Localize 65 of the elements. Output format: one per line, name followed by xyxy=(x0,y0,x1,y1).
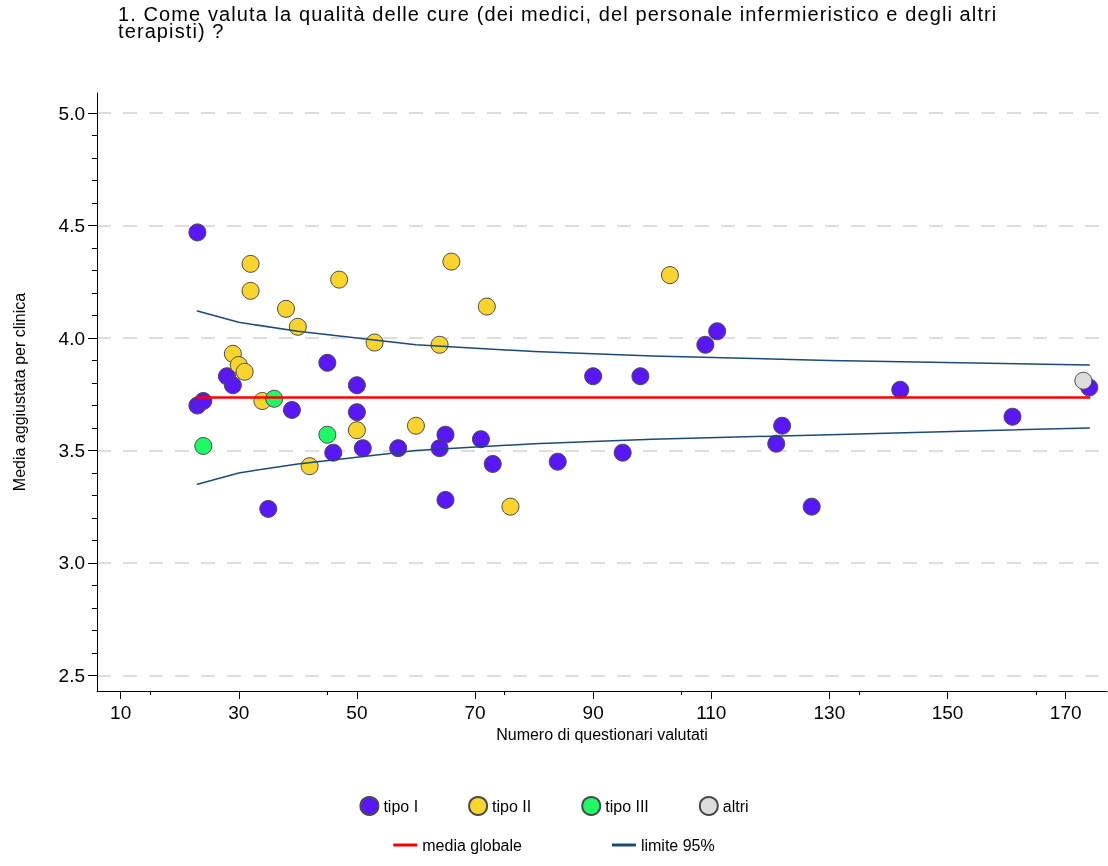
legend-label: tipo I xyxy=(383,797,419,815)
point xyxy=(277,299,296,318)
point xyxy=(324,443,343,462)
legend-label: altri xyxy=(722,797,749,815)
point xyxy=(436,490,455,509)
point xyxy=(288,317,307,336)
chart-title: 1. Come valuta la qualità delle cure (dei medici, del personale infermieristico e degli altri terapisti) ? xyxy=(118,3,999,42)
legend-label: tipo III xyxy=(605,797,649,815)
point xyxy=(584,367,603,386)
y-tick-label: 5.0 xyxy=(58,102,85,124)
point xyxy=(259,499,278,518)
point xyxy=(241,281,260,300)
point xyxy=(318,425,337,444)
y-tick-label: 4.5 xyxy=(58,215,85,237)
line-series xyxy=(196,427,1091,485)
point xyxy=(353,439,372,458)
point xyxy=(194,436,213,455)
point xyxy=(347,376,366,395)
point xyxy=(477,297,496,316)
point xyxy=(330,270,349,289)
y-tick-label: 2.5 xyxy=(58,664,85,686)
point xyxy=(631,367,650,386)
point xyxy=(548,452,567,471)
x-tick-label: 10 xyxy=(110,702,132,723)
point xyxy=(223,376,242,395)
legend-label: limite 95% xyxy=(640,836,715,854)
legend-label: media globale xyxy=(422,836,523,854)
y-tick-label: 4.0 xyxy=(58,327,85,349)
point xyxy=(1003,407,1022,426)
point xyxy=(241,254,260,273)
x-tick-label: 70 xyxy=(464,702,486,723)
point xyxy=(708,322,727,341)
x-tick-label: 90 xyxy=(582,702,604,723)
point xyxy=(767,434,786,453)
point xyxy=(188,223,207,242)
point xyxy=(773,416,792,435)
point xyxy=(436,425,455,444)
x-axis-title: Numero di questionari valutati xyxy=(496,726,708,744)
point xyxy=(660,266,679,285)
point xyxy=(696,335,715,354)
point xyxy=(483,454,502,473)
point xyxy=(802,497,821,516)
y-axis-title: Media aggiustata per clinica xyxy=(10,292,28,492)
point xyxy=(347,421,366,440)
point xyxy=(501,497,520,516)
point xyxy=(235,362,254,381)
point xyxy=(442,252,461,271)
point xyxy=(891,380,910,399)
point xyxy=(471,430,490,449)
x-tick-label: 170 xyxy=(1049,702,1082,723)
x-tick-label: 110 xyxy=(696,702,727,723)
x-tick-label: 30 xyxy=(228,702,250,723)
point xyxy=(282,400,301,419)
x-tick-label: 50 xyxy=(346,702,368,723)
line-series xyxy=(196,310,1091,366)
point xyxy=(613,443,632,462)
legend-label: tipo II xyxy=(492,797,532,815)
point xyxy=(406,416,425,435)
point xyxy=(318,353,337,372)
x-tick-label: 150 xyxy=(931,702,964,723)
y-tick-label: 3.5 xyxy=(58,439,85,461)
x-tick-label: 130 xyxy=(813,702,846,723)
point xyxy=(347,403,366,422)
y-tick-label: 3.0 xyxy=(58,552,85,574)
point xyxy=(1074,371,1093,390)
